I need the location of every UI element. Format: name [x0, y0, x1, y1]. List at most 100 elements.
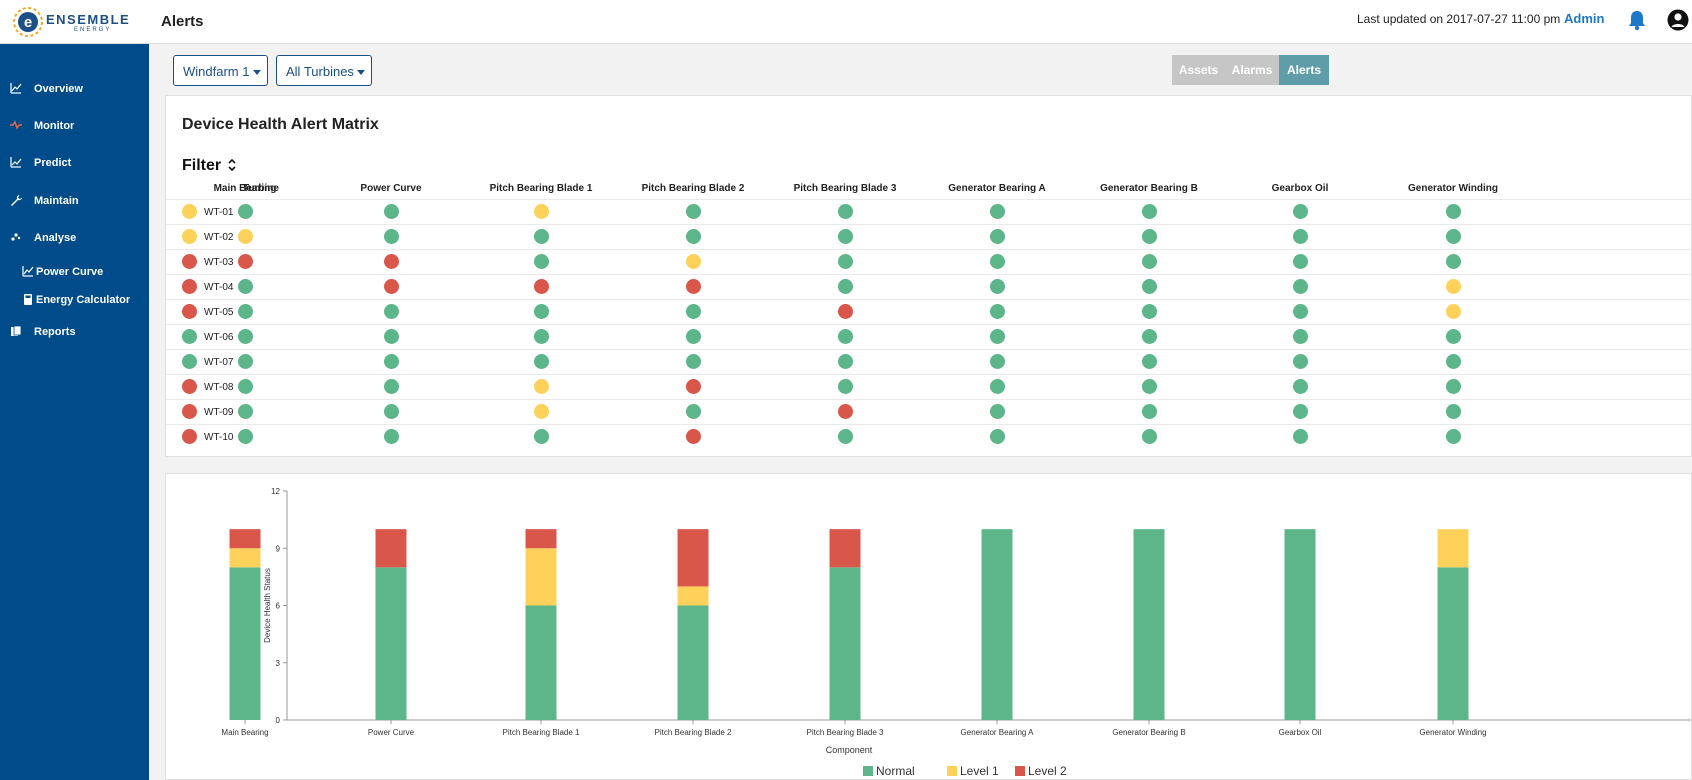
windfarm-dropdown[interactable]: Windfarm 1: [173, 55, 268, 86]
tab-alarms[interactable]: Alarms: [1225, 55, 1279, 85]
alert-status-dot[interactable]: [686, 379, 701, 394]
sidebar-item-analyse[interactable]: Analyse: [0, 225, 149, 251]
alert-status-dot[interactable]: [238, 279, 253, 294]
tab-assets[interactable]: Assets: [1172, 55, 1225, 85]
alert-status-dot[interactable]: [534, 279, 549, 294]
alert-status-dot[interactable]: [990, 379, 1005, 394]
alert-status-dot[interactable]: [238, 429, 253, 444]
alert-status-dot[interactable]: [1293, 329, 1308, 344]
alert-status-dot[interactable]: [1142, 329, 1157, 344]
sidebar-item-reports[interactable]: Reports: [0, 319, 149, 345]
alert-status-dot[interactable]: [534, 229, 549, 244]
sidebar-item-maintain[interactable]: Maintain: [0, 188, 149, 214]
alert-status-dot[interactable]: [1446, 379, 1461, 394]
table-row[interactable]: WT-07: [166, 349, 1691, 374]
alert-status-dot[interactable]: [384, 254, 399, 269]
alert-status-dot[interactable]: [1142, 254, 1157, 269]
ensemble-logo[interactable]: e ENSEMBLE ENERGY: [10, 4, 130, 40]
alert-status-dot[interactable]: [238, 304, 253, 319]
user-circle-icon[interactable]: [1667, 8, 1689, 32]
alert-status-dot[interactable]: [990, 329, 1005, 344]
alert-status-dot[interactable]: [534, 304, 549, 319]
alert-status-dot[interactable]: [534, 204, 549, 219]
alert-status-dot[interactable]: [990, 229, 1005, 244]
table-row[interactable]: WT-05: [166, 299, 1691, 324]
alert-status-dot[interactable]: [534, 379, 549, 394]
alert-status-dot[interactable]: [534, 429, 549, 444]
alert-status-dot[interactable]: [1142, 379, 1157, 394]
alert-status-dot[interactable]: [838, 379, 853, 394]
alert-status-dot[interactable]: [838, 279, 853, 294]
alert-status-dot[interactable]: [1142, 229, 1157, 244]
alert-status-dot[interactable]: [534, 354, 549, 369]
alert-status-dot[interactable]: [238, 379, 253, 394]
alert-status-dot[interactable]: [686, 229, 701, 244]
alert-status-dot[interactable]: [1293, 429, 1308, 444]
tab-alerts[interactable]: Alerts: [1279, 55, 1329, 85]
table-row[interactable]: WT-01: [166, 199, 1691, 224]
alert-status-dot[interactable]: [990, 429, 1005, 444]
alert-status-dot[interactable]: [990, 204, 1005, 219]
alert-status-dot[interactable]: [384, 304, 399, 319]
alert-status-dot[interactable]: [384, 354, 399, 369]
alert-status-dot[interactable]: [1142, 429, 1157, 444]
alert-status-dot[interactable]: [1293, 229, 1308, 244]
table-row[interactable]: WT-10: [166, 424, 1691, 449]
alert-status-dot[interactable]: [384, 229, 399, 244]
table-row[interactable]: WT-02: [166, 224, 1691, 249]
alert-status-dot[interactable]: [1446, 254, 1461, 269]
alert-status-dot[interactable]: [1293, 204, 1308, 219]
table-row[interactable]: WT-08: [166, 374, 1691, 399]
alert-status-dot[interactable]: [1446, 279, 1461, 294]
table-row[interactable]: WT-09: [166, 399, 1691, 424]
alert-status-dot[interactable]: [384, 204, 399, 219]
alert-status-dot[interactable]: [1142, 204, 1157, 219]
alert-status-dot[interactable]: [686, 254, 701, 269]
alert-status-dot[interactable]: [838, 429, 853, 444]
alert-status-dot[interactable]: [838, 229, 853, 244]
alert-status-dot[interactable]: [990, 279, 1005, 294]
alert-status-dot[interactable]: [238, 354, 253, 369]
alert-status-dot[interactable]: [1293, 304, 1308, 319]
alert-status-dot[interactable]: [990, 404, 1005, 419]
alert-status-dot[interactable]: [238, 204, 253, 219]
alert-status-dot[interactable]: [838, 304, 853, 319]
alert-status-dot[interactable]: [838, 254, 853, 269]
alert-status-dot[interactable]: [384, 279, 399, 294]
alert-status-dot[interactable]: [534, 329, 549, 344]
sidebar-item-monitor[interactable]: Monitor: [0, 113, 149, 139]
alert-status-dot[interactable]: [238, 254, 253, 269]
filter-toggle[interactable]: Filter: [182, 157, 222, 174]
alert-status-dot[interactable]: [1446, 304, 1461, 319]
turbines-dropdown[interactable]: All Turbines: [276, 55, 372, 86]
alert-status-dot[interactable]: [384, 379, 399, 394]
alert-status-dot[interactable]: [384, 404, 399, 419]
alert-status-dot[interactable]: [686, 429, 701, 444]
admin-user-link[interactable]: Admin: [1564, 11, 1605, 26]
alert-status-dot[interactable]: [384, 429, 399, 444]
alert-status-dot[interactable]: [990, 254, 1005, 269]
alert-status-dot[interactable]: [686, 204, 701, 219]
alert-status-dot[interactable]: [384, 329, 399, 344]
alert-status-dot[interactable]: [1142, 279, 1157, 294]
table-row[interactable]: WT-04: [166, 274, 1691, 299]
sidebar-item-power-curve[interactable]: Power Curve: [0, 259, 149, 285]
alert-status-dot[interactable]: [238, 329, 253, 344]
alert-status-dot[interactable]: [534, 254, 549, 269]
table-row[interactable]: WT-03: [166, 249, 1691, 274]
sidebar-item-predict[interactable]: Predict: [0, 150, 149, 176]
alert-status-dot[interactable]: [1142, 354, 1157, 369]
alert-status-dot[interactable]: [1293, 254, 1308, 269]
alert-status-dot[interactable]: [686, 404, 701, 419]
alert-status-dot[interactable]: [1293, 279, 1308, 294]
alert-status-dot[interactable]: [238, 229, 253, 244]
alert-status-dot[interactable]: [1293, 404, 1308, 419]
alert-status-dot[interactable]: [838, 404, 853, 419]
alert-status-dot[interactable]: [838, 329, 853, 344]
alert-status-dot[interactable]: [990, 304, 1005, 319]
alert-status-dot[interactable]: [1446, 404, 1461, 419]
alert-status-dot[interactable]: [838, 204, 853, 219]
sidebar-item-energy-calculator[interactable]: Energy Calculator: [0, 287, 149, 313]
alert-status-dot[interactable]: [686, 304, 701, 319]
alert-status-dot[interactable]: [990, 354, 1005, 369]
